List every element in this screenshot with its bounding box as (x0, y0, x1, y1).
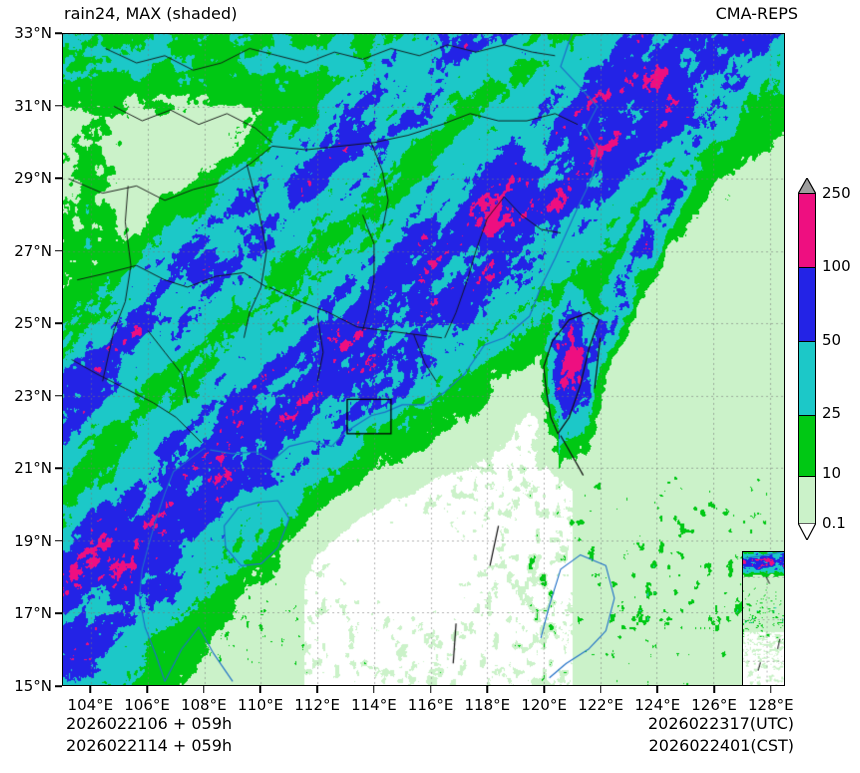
colorbar-tick-label: 50 (822, 330, 842, 349)
colorbar-band (799, 342, 815, 415)
x-axis-tick (316, 686, 318, 693)
y-axis-label: 15°N (14, 677, 52, 695)
y-axis-tick (55, 540, 62, 542)
footer-init-utc: 2026022106 + 059h (66, 714, 233, 733)
colorbar-tick-label: 0.1 (822, 514, 846, 532)
x-axis-tick (203, 686, 205, 693)
x-axis-tick (599, 686, 602, 693)
colorbar-under-arrow-icon (798, 523, 816, 540)
x-axis-tick (373, 686, 375, 693)
x-axis-tick (89, 686, 92, 693)
y-axis-label: 19°N (14, 531, 52, 550)
x-axis-label: 116°E (407, 696, 454, 714)
colorbar[interactable] (798, 193, 816, 527)
x-axis-label: 108°E (180, 696, 227, 714)
chart-title-right: CMA-REPS (715, 4, 798, 23)
colorbar-tick-label: 100 (822, 257, 851, 276)
x-axis-label: 128°E (748, 696, 794, 714)
y-axis-tick (55, 685, 62, 687)
x-axis-label: 104°E (67, 696, 114, 714)
map-plot-area[interactable] (62, 33, 785, 686)
y-axis-tick (55, 612, 62, 615)
colorbar-divider (799, 340, 815, 342)
y-axis-tick (55, 322, 62, 324)
colorbar-divider (799, 414, 815, 416)
y-axis-tick (55, 249, 62, 252)
y-axis-label: 29°N (14, 169, 52, 188)
x-axis-tick (543, 686, 545, 693)
x-axis-label: 126°E (691, 696, 737, 714)
precipitation-shading-canvas (63, 34, 784, 685)
colorbar-tick-label: 250 (822, 184, 851, 202)
x-axis-tick (656, 686, 659, 693)
footer-init-cst: 2026022114 + 059h (66, 736, 233, 755)
y-axis-label: 27°N (14, 241, 52, 260)
x-axis-tick (486, 686, 489, 693)
y-axis-label: 17°N (14, 604, 52, 623)
y-axis-label: 33°N (14, 24, 52, 42)
y-axis-tick (55, 467, 62, 470)
y-axis-tick (55, 104, 62, 107)
colorbar-band (799, 194, 815, 267)
colorbar-band (799, 476, 815, 527)
x-axis-label: 110°E (237, 696, 284, 714)
y-axis-tick (55, 177, 62, 179)
x-axis-label: 112°E (294, 696, 340, 714)
footer-valid-cst: 2026022401(CST) (648, 736, 794, 755)
footer-valid-utc: 2026022317(UTC) (648, 714, 794, 733)
x-axis-tick (259, 686, 262, 693)
y-axis-tick (55, 395, 62, 397)
y-axis-label: 23°N (14, 386, 52, 405)
colorbar-divider (799, 266, 815, 268)
x-axis-tick (770, 686, 772, 693)
inset-map-south-china-sea[interactable] (742, 551, 784, 685)
y-axis-label: 25°N (14, 314, 52, 333)
colorbar-over-arrow-icon (798, 178, 816, 194)
colorbar-band (799, 416, 815, 476)
y-axis-tick (55, 32, 62, 34)
colorbar-divider (799, 475, 815, 477)
x-axis-tick (713, 686, 715, 693)
x-axis-tick (429, 686, 432, 693)
x-axis-label: 114°E (351, 696, 397, 714)
y-axis-label: 31°N (14, 96, 52, 115)
x-axis-label: 122°E (577, 696, 624, 714)
colorbar-tick-label: 25 (822, 403, 842, 422)
y-axis-label: 21°N (14, 459, 52, 478)
colorbar-tick-label: 10 (822, 463, 842, 482)
x-axis-tick (146, 686, 148, 693)
chart-title-left: rain24, MAX (shaded) (64, 4, 238, 23)
x-axis-label: 106°E (124, 696, 170, 714)
x-axis-label: 124°E (634, 696, 681, 714)
colorbar-band (799, 268, 815, 341)
x-axis-label: 118°E (464, 696, 511, 714)
x-axis-label: 120°E (521, 696, 567, 714)
inset-shading-canvas (743, 552, 784, 685)
